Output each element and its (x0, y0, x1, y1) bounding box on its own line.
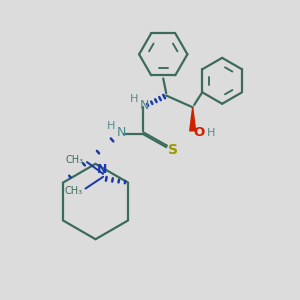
Text: N: N (116, 125, 126, 139)
Text: N: N (140, 99, 149, 112)
Text: O: O (194, 126, 205, 139)
Text: H: H (207, 128, 215, 138)
Text: S: S (168, 143, 178, 157)
Text: CH₃: CH₃ (65, 155, 83, 165)
Text: N: N (97, 163, 107, 176)
Text: H: H (107, 122, 115, 131)
Text: CH₃: CH₃ (64, 186, 82, 196)
Polygon shape (190, 107, 196, 131)
Text: H: H (130, 94, 138, 104)
